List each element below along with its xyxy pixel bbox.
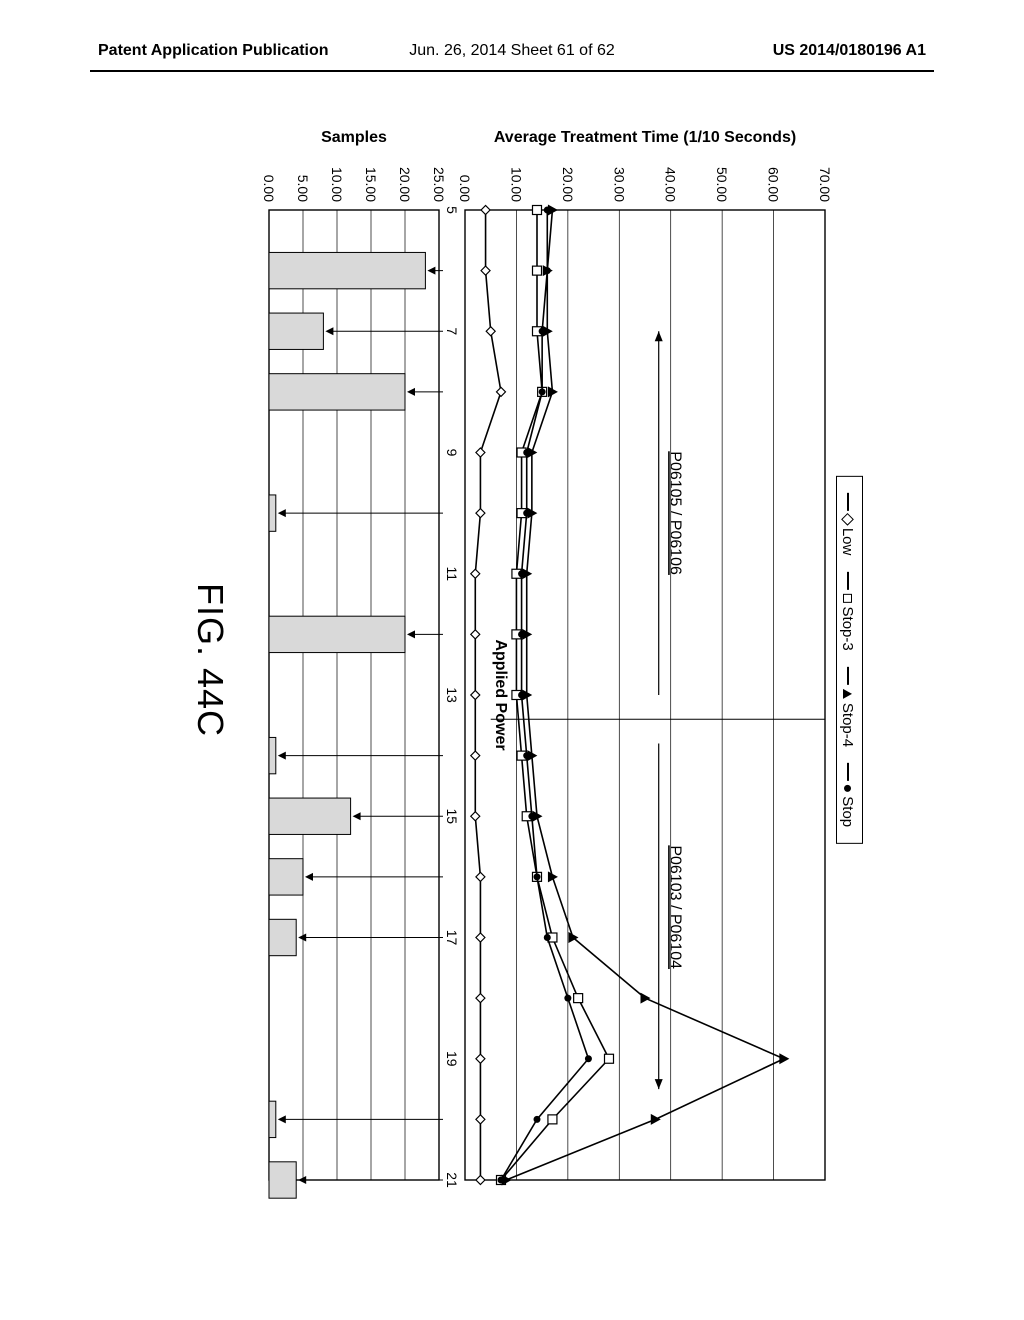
figure-caption: FIG. 44C — [189, 110, 231, 1210]
svg-text:19: 19 — [444, 1051, 460, 1067]
legend-label: Low — [840, 528, 857, 556]
svg-text:Samples: Samples — [321, 129, 387, 146]
legend-item-stop4: Stop-4 — [840, 667, 857, 747]
legend-label: Stop — [840, 796, 857, 827]
svg-text:10.00: 10.00 — [329, 167, 345, 202]
svg-text:10.00: 10.00 — [508, 167, 524, 202]
svg-text:Average Treatment Time (1/10 S: Average Treatment Time (1/10 Seconds) — [494, 129, 796, 146]
svg-text:15: 15 — [444, 808, 460, 824]
svg-text:5.00: 5.00 — [295, 175, 311, 202]
svg-text:13: 13 — [444, 687, 460, 703]
svg-text:20.00: 20.00 — [397, 167, 413, 202]
header-rule — [90, 70, 934, 72]
legend-item-low: Low — [840, 493, 857, 556]
svg-text:5: 5 — [444, 206, 460, 214]
legend: Low Stop-3 Stop-4 Stop — [837, 476, 864, 844]
legend-label: Stop-3 — [840, 607, 857, 651]
chart-area: Low Stop-3 Stop-4 Stop 0.0010.0020.0030.… — [255, 120, 835, 1200]
svg-text:60.00: 60.00 — [766, 167, 782, 202]
figure: Low Stop-3 Stop-4 Stop 0.0010.0020.0030.… — [189, 110, 835, 1210]
patent-page: Patent Application Publication Jun. 26, … — [0, 0, 1024, 1320]
svg-text:15.00: 15.00 — [363, 167, 379, 202]
svg-text:9: 9 — [444, 449, 460, 457]
svg-text:20.00: 20.00 — [560, 167, 576, 202]
page-header: Patent Application Publication Jun. 26, … — [0, 42, 1024, 78]
svg-text:25.00: 25.00 — [431, 167, 447, 202]
svg-text:17: 17 — [444, 930, 460, 946]
header-right: US 2014/0180196 A1 — [773, 42, 926, 60]
svg-text:40.00: 40.00 — [663, 167, 679, 202]
figure-rotated-container: Low Stop-3 Stop-4 Stop 0.0010.0020.0030.… — [189, 110, 835, 1210]
svg-text:P06103 / P06104: P06103 / P06104 — [667, 845, 684, 969]
svg-text:30.00: 30.00 — [611, 167, 627, 202]
svg-text:Applied Power: Applied Power — [492, 639, 509, 750]
svg-text:0.00: 0.00 — [457, 175, 473, 202]
legend-item-stop3: Stop-3 — [840, 572, 857, 651]
svg-text:7: 7 — [444, 327, 460, 335]
legend-label: Stop-4 — [840, 703, 857, 747]
svg-text:21: 21 — [444, 1172, 460, 1188]
svg-text:70.00: 70.00 — [817, 167, 833, 202]
svg-text:P06105 / P06106: P06105 / P06106 — [667, 451, 684, 575]
chart-svg: 0.0010.0020.0030.0040.0050.0060.0070.00A… — [255, 120, 835, 1200]
svg-text:11: 11 — [444, 566, 460, 581]
svg-text:0.00: 0.00 — [261, 175, 277, 202]
svg-text:50.00: 50.00 — [714, 167, 730, 202]
legend-item-stop: Stop — [840, 763, 857, 827]
